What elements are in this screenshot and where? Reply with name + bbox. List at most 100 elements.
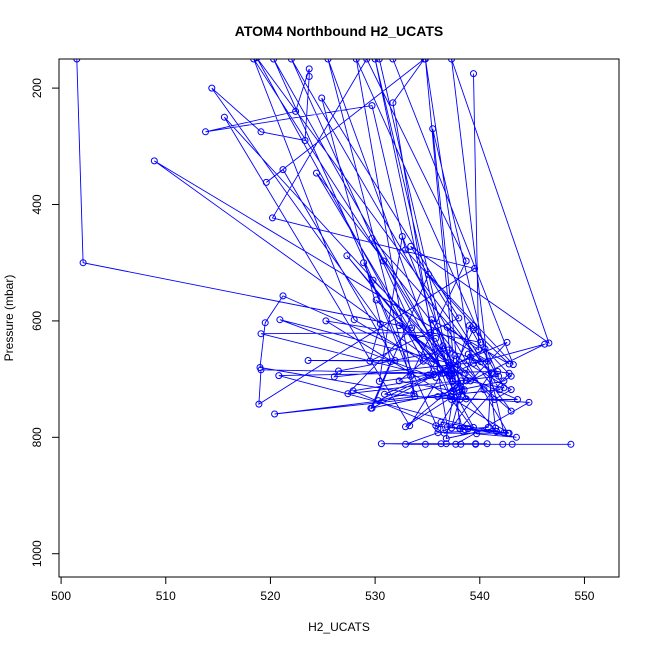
data-point — [305, 73, 313, 80]
data-point — [407, 372, 415, 380]
x-axis: 500 510 520 530 540 550 — [51, 576, 595, 603]
data-point — [444, 359, 452, 367]
data-point — [391, 357, 399, 364]
data-point — [73, 59, 81, 63]
data-point — [454, 361, 462, 369]
data-point — [484, 423, 492, 431]
data-point — [448, 367, 455, 375]
data-point — [509, 361, 517, 369]
data-point — [255, 400, 263, 408]
data-point — [493, 428, 500, 435]
data-point — [439, 342, 447, 350]
data-point — [437, 418, 445, 426]
data-point — [344, 390, 352, 398]
data-point — [448, 424, 455, 432]
data-point — [458, 386, 466, 394]
data-point — [464, 350, 472, 358]
data-point — [447, 393, 454, 401]
data-point — [270, 59, 278, 63]
data-point — [366, 357, 374, 365]
data-point — [448, 396, 455, 403]
data-point — [470, 423, 477, 431]
data-point — [276, 316, 284, 324]
y-axis-label: Pressure (mbar) — [2, 275, 16, 362]
data-point — [481, 345, 489, 353]
data-point — [318, 94, 326, 102]
data-point — [402, 423, 409, 431]
data-point — [436, 365, 444, 373]
data-point — [421, 59, 429, 63]
data-point — [292, 107, 300, 115]
data-point — [279, 166, 287, 174]
data-point — [452, 440, 460, 448]
data-point — [432, 373, 440, 381]
data-point — [461, 426, 469, 434]
y-axis: 200 400 600 800 1000 — [30, 78, 60, 567]
data-point — [398, 233, 406, 240]
data-point — [269, 214, 276, 222]
data-point — [495, 372, 503, 380]
data-point — [500, 384, 508, 392]
data-point — [376, 320, 384, 328]
x-tick-label: 550 — [574, 589, 594, 603]
data-point — [335, 367, 342, 375]
data-point — [456, 388, 464, 396]
data-point — [208, 84, 216, 92]
data-point — [372, 296, 380, 304]
data-point — [369, 276, 377, 284]
data-point — [429, 125, 437, 133]
data-point — [503, 338, 511, 346]
data-point — [434, 425, 442, 433]
data-point — [525, 398, 533, 406]
data-point — [374, 397, 382, 405]
chart-title: ATOM4 Northbound H2_UCATS — [235, 23, 443, 39]
data-point — [475, 346, 483, 354]
data-point — [456, 396, 464, 403]
data-point — [363, 59, 371, 63]
data-point — [381, 390, 388, 398]
data-point — [488, 369, 496, 377]
data-point — [470, 326, 477, 334]
x-tick-label: 500 — [51, 589, 71, 603]
data-point — [375, 59, 383, 63]
data-point — [434, 393, 442, 401]
data-point — [450, 369, 458, 377]
data-point — [419, 357, 427, 365]
data-point — [448, 59, 455, 63]
data-point — [461, 369, 469, 377]
data-point — [395, 322, 403, 330]
y-tick-label: 1000 — [30, 540, 44, 567]
data-point — [505, 429, 513, 437]
data-point — [407, 242, 415, 250]
data-point — [514, 396, 521, 403]
y-tick-label: 200 — [30, 78, 44, 98]
data-point — [449, 377, 457, 385]
data-point — [457, 377, 465, 385]
data-point — [389, 99, 397, 107]
data-point — [368, 102, 376, 110]
data-point — [508, 440, 516, 448]
data-point — [428, 316, 436, 324]
data-point — [324, 59, 332, 63]
data-point — [434, 429, 442, 437]
data-point — [250, 59, 258, 63]
data-point — [464, 425, 472, 433]
data-point — [507, 407, 515, 415]
data-point — [375, 377, 383, 385]
data-point — [220, 113, 228, 121]
data-point — [432, 334, 440, 342]
data-point — [507, 386, 515, 394]
data-point — [512, 433, 520, 441]
data-point — [79, 259, 87, 267]
data-point — [406, 422, 414, 430]
data-point — [477, 338, 485, 346]
x-tick-label: 510 — [156, 589, 176, 603]
data-point — [322, 317, 330, 325]
data-point — [313, 169, 320, 177]
x-axis-label: H2_UCATS — [308, 620, 370, 634]
data-point — [437, 440, 445, 448]
data-layer — [73, 59, 575, 448]
data-point — [500, 377, 508, 385]
data-point — [460, 386, 468, 394]
data-point — [449, 387, 457, 395]
